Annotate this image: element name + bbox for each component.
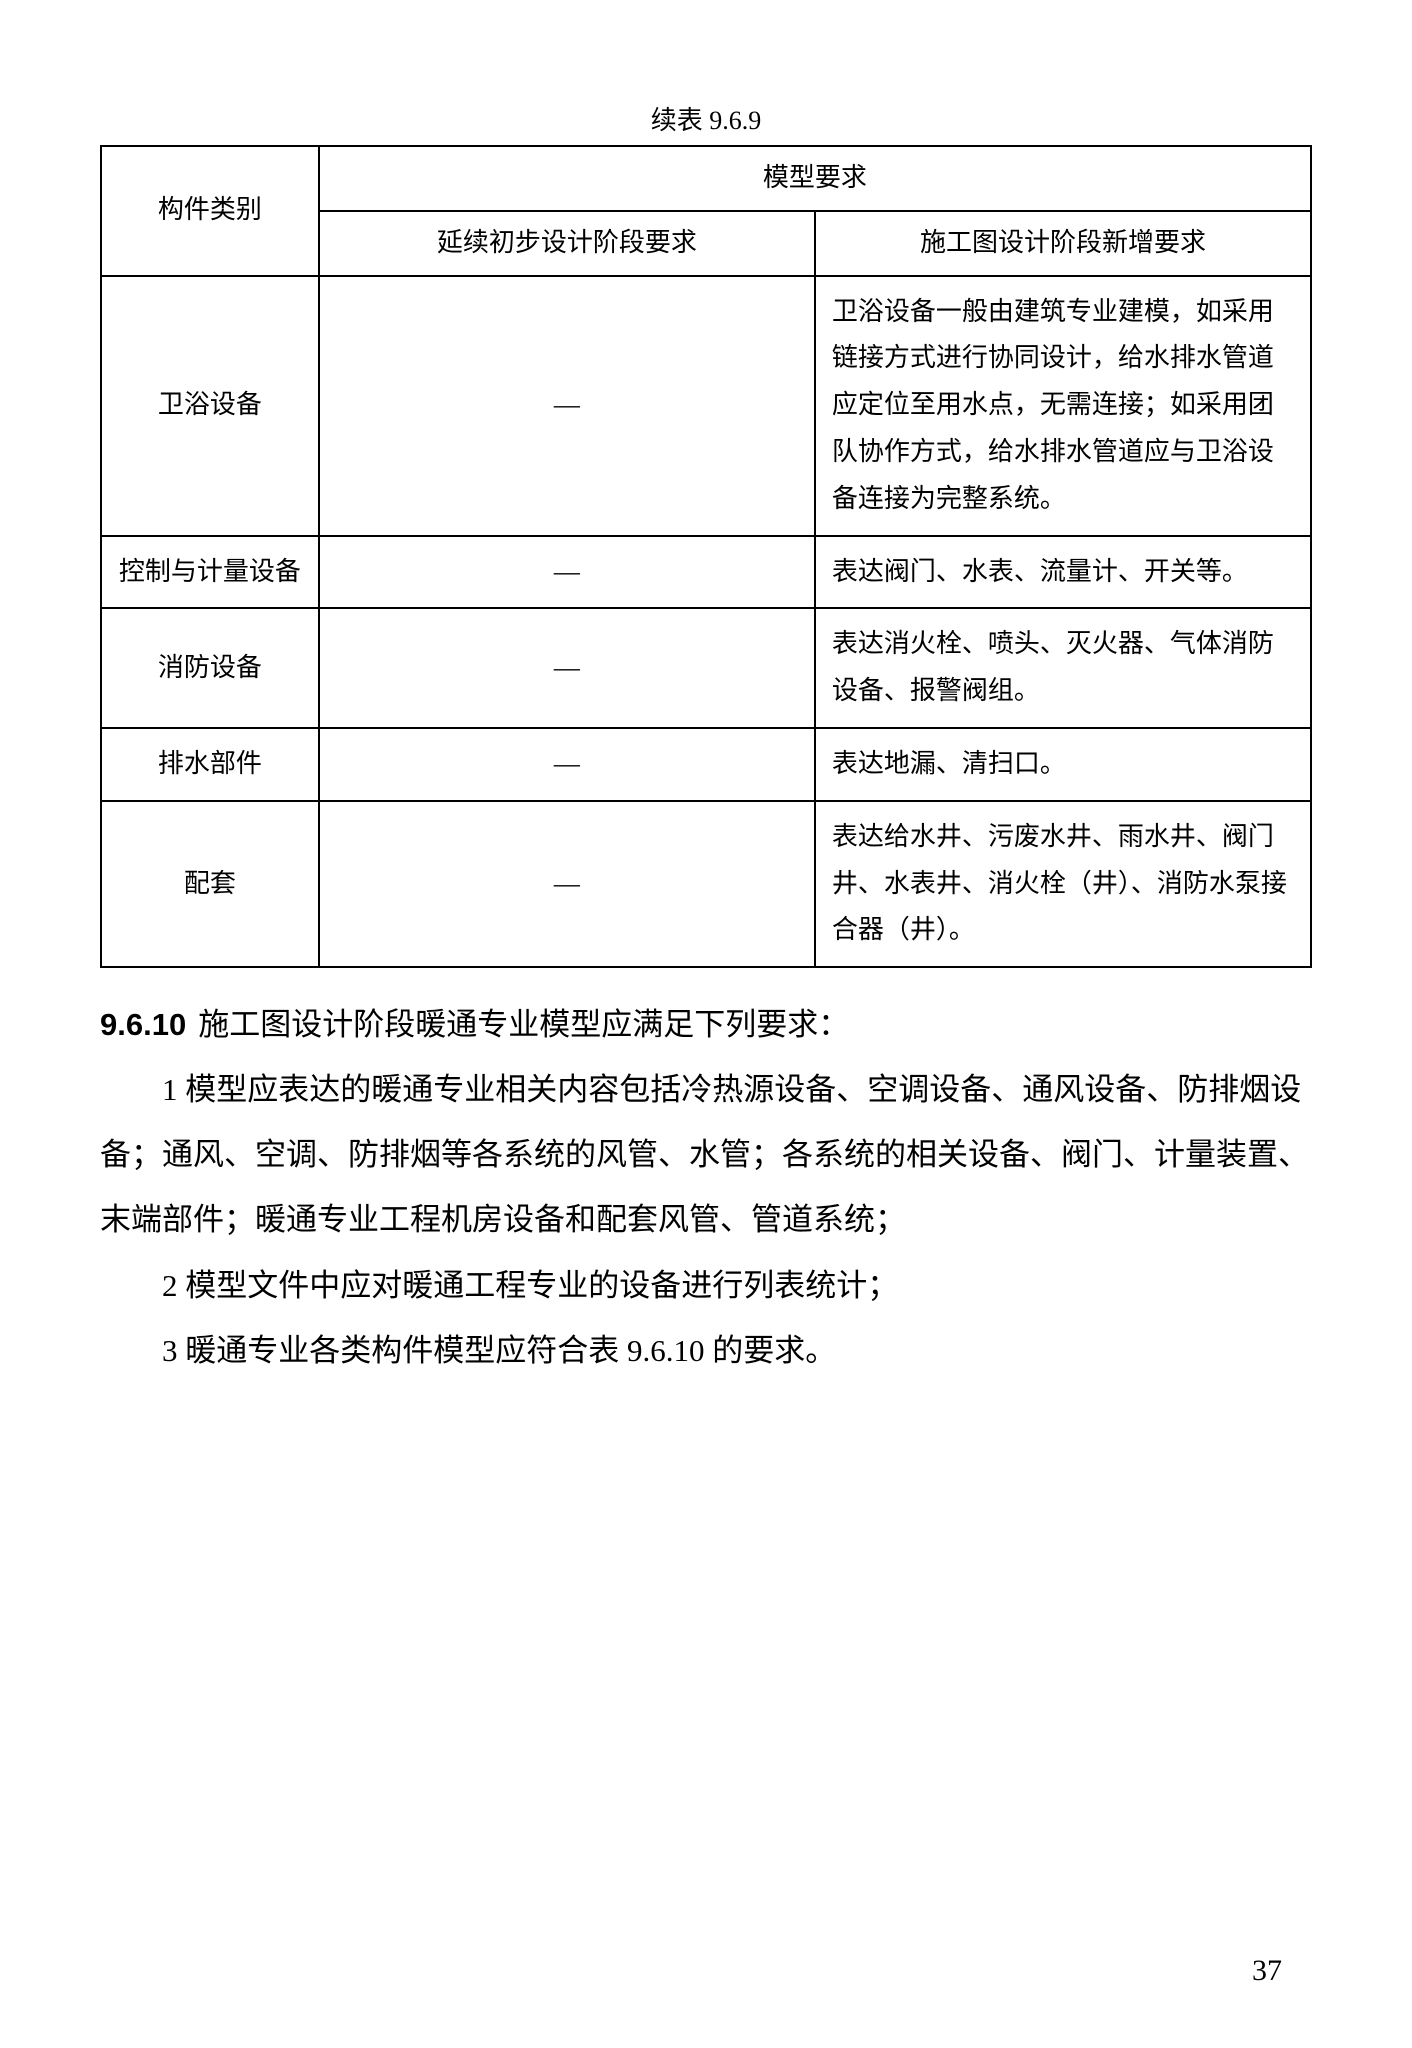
table-row: 排水部件 — 表达地漏、清扫口。 — [101, 728, 1311, 801]
body-text: 9.6.10 施工图设计阶段暖通专业模型应满足下列要求： 1 模型应表达的暖通专业… — [100, 992, 1312, 1383]
cell-category: 卫浴设备 — [101, 276, 319, 536]
section-item: 1 模型应表达的暖通专业相关内容包括冷热源设备、空调设备、通风设备、防排烟设备；… — [100, 1057, 1312, 1252]
cell-additional: 表达给水井、污废水井、雨水井、阀门井、水表井、消火栓（井）、消防水泵接合器（井）… — [815, 801, 1311, 967]
header-additional: 施工图设计阶段新增要求 — [815, 211, 1311, 276]
header-model-req: 模型要求 — [319, 146, 1311, 211]
cell-category: 控制与计量设备 — [101, 536, 319, 609]
cell-prelim: — — [319, 276, 815, 536]
cell-additional: 卫浴设备一般由建筑专业建模，如采用链接方式进行协同设计，给水排水管道应定位至用水… — [815, 276, 1311, 536]
cell-prelim: — — [319, 801, 815, 967]
table-row: 配套 — 表达给水井、污废水井、雨水井、阀门井、水表井、消火栓（井）、消防水泵接… — [101, 801, 1311, 967]
header-prelim: 延续初步设计阶段要求 — [319, 211, 815, 276]
cell-category: 排水部件 — [101, 728, 319, 801]
page-number: 37 — [1252, 1954, 1282, 1988]
cell-prelim: — — [319, 608, 815, 728]
section-number: 9.6.10 — [100, 1007, 186, 1042]
cell-additional: 表达地漏、清扫口。 — [815, 728, 1311, 801]
table-row: 消防设备 — 表达消火栓、喷头、灭火器、气体消防设备、报警阀组。 — [101, 608, 1311, 728]
section-heading: 9.6.10 施工图设计阶段暖通专业模型应满足下列要求： — [100, 992, 1312, 1057]
requirements-table: 构件类别 模型要求 延续初步设计阶段要求 施工图设计阶段新增要求 卫浴设备 — … — [100, 145, 1312, 968]
table-row: 卫浴设备 — 卫浴设备一般由建筑专业建模，如采用链接方式进行协同设计，给水排水管… — [101, 276, 1311, 536]
cell-category: 消防设备 — [101, 608, 319, 728]
cell-prelim: — — [319, 536, 815, 609]
header-category: 构件类别 — [101, 146, 319, 276]
cell-additional: 表达消火栓、喷头、灭火器、气体消防设备、报警阀组。 — [815, 608, 1311, 728]
table-caption: 续表 9.6.9 — [100, 100, 1312, 137]
table-header-row-1: 构件类别 模型要求 — [101, 146, 1311, 211]
cell-category: 配套 — [101, 801, 319, 967]
cell-additional: 表达阀门、水表、流量计、开关等。 — [815, 536, 1311, 609]
section-title: 施工图设计阶段暖通专业模型应满足下列要求： — [198, 1007, 849, 1042]
section-item: 2 模型文件中应对暖通工程专业的设备进行列表统计； — [100, 1253, 1312, 1318]
cell-prelim: — — [319, 728, 815, 801]
section-item: 3 暖通专业各类构件模型应符合表 9.6.10 的要求。 — [100, 1318, 1312, 1383]
table-row: 控制与计量设备 — 表达阀门、水表、流量计、开关等。 — [101, 536, 1311, 609]
